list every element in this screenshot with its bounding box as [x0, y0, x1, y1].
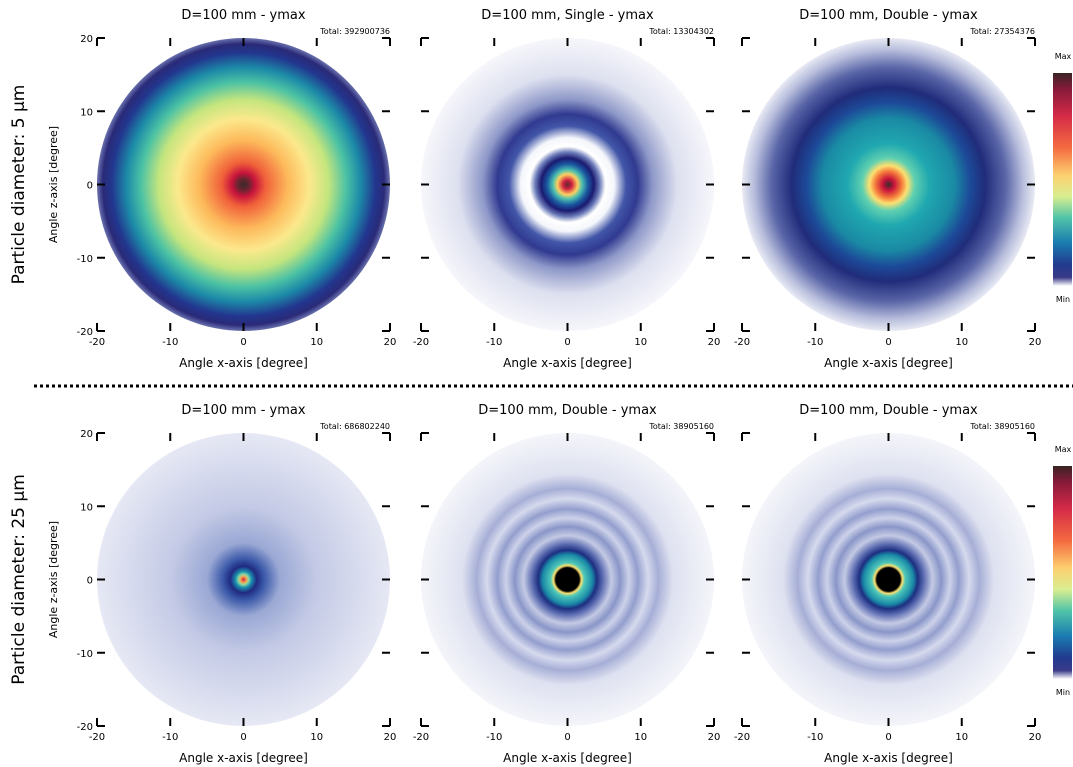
panel: D=100 mm, Single - ymax Total: 13304302 An… [413, 8, 721, 370]
x-tick-label: 20 [384, 337, 397, 348]
y-tick-label: -10 [77, 254, 93, 265]
x-tick-label: 20 [1029, 732, 1042, 743]
y-tick-label: -20 [77, 722, 93, 733]
heatmap-image [742, 38, 1035, 331]
x-tick-label: -10 [807, 337, 823, 348]
x-tick-label: -20 [734, 337, 750, 348]
total-annotation: Total: 27354376 [969, 27, 1035, 36]
x-tick-label: 0 [240, 337, 246, 348]
colorbar [1053, 73, 1072, 286]
x-axis-label: Angle x-axis [degree] [824, 356, 953, 370]
panel: D=100 mm - ymax Total: 392900736 Angle x-a… [47, 8, 396, 370]
x-tick-label: -20 [734, 732, 750, 743]
x-axis-label: Angle x-axis [degree] [503, 356, 632, 370]
x-tick-label: -20 [413, 337, 429, 348]
y-tick-label: 0 [87, 576, 93, 587]
heatmap-image [421, 38, 714, 331]
x-tick-label: -20 [89, 337, 105, 348]
panel-title: D=100 mm, Double - ymax [478, 403, 657, 418]
x-tick-label: 10 [634, 337, 647, 348]
heatmap-image [97, 38, 390, 331]
panel-title: D=100 mm, Single - ymax [481, 8, 654, 23]
x-tick-label: -10 [162, 337, 178, 348]
panel: D=100 mm - ymax Total: 686802240 Angle x-a… [47, 403, 396, 765]
y-tick-label: 10 [80, 502, 93, 513]
colorbar [1053, 466, 1072, 679]
colorbar-min-label: Min [1056, 688, 1070, 697]
panel: D=100 mm, Double - ymax Total: 38905160 An… [413, 403, 721, 765]
panel-title: D=100 mm, Double - ymax [799, 403, 978, 418]
x-axis-label: Angle x-axis [degree] [503, 751, 632, 765]
x-tick-label: 0 [885, 337, 891, 348]
x-tick-label: 10 [634, 732, 647, 743]
total-annotation: Total: 686802240 [319, 422, 390, 431]
y-tick-label: 20 [80, 34, 93, 45]
x-tick-label: 20 [708, 732, 721, 743]
colorbar-min-label: Min [1056, 295, 1070, 304]
x-tick-label: -10 [807, 732, 823, 743]
panel-title: D=100 mm, Double - ymax [799, 8, 978, 23]
total-annotation: Total: 38905160 [648, 422, 714, 431]
total-annotation: Total: 13304302 [648, 27, 714, 36]
panel: D=100 mm, Double - ymax Total: 27354376 An… [734, 8, 1042, 370]
x-tick-label: 20 [1029, 337, 1042, 348]
x-tick-label: 0 [564, 732, 570, 743]
row-label: Particle diameter: 25 µm [9, 474, 29, 685]
panel-title: D=100 mm - ymax [181, 403, 305, 418]
colorbar-max-label: Max [1055, 52, 1072, 61]
y-tick-label: 0 [87, 181, 93, 192]
y-tick-label: 10 [80, 107, 93, 118]
y-tick-label: -10 [77, 649, 93, 660]
heatmap-image [421, 433, 714, 726]
heatmap-image [97, 433, 390, 726]
y-tick-label: -20 [77, 327, 93, 338]
x-tick-label: 10 [310, 337, 323, 348]
x-tick-label: -10 [486, 337, 502, 348]
x-tick-label: 20 [384, 732, 397, 743]
x-tick-label: 0 [885, 732, 891, 743]
x-tick-label: 10 [310, 732, 323, 743]
x-tick-label: 10 [955, 337, 968, 348]
y-axis-label: Angle z-axis [degree] [47, 521, 60, 638]
x-tick-label: 0 [564, 337, 570, 348]
x-tick-label: 0 [240, 732, 246, 743]
panel: D=100 mm, Double - ymax Total: 38905160 An… [734, 403, 1042, 765]
x-axis-label: Angle x-axis [degree] [179, 356, 308, 370]
x-tick-label: -10 [162, 732, 178, 743]
y-axis-label: Angle z-axis [degree] [47, 126, 60, 243]
x-tick-label: -10 [486, 732, 502, 743]
x-axis-label: Angle x-axis [degree] [824, 751, 953, 765]
total-annotation: Total: 392900736 [319, 27, 390, 36]
x-tick-label: -20 [89, 732, 105, 743]
x-axis-label: Angle x-axis [degree] [179, 751, 308, 765]
heatmap-image [742, 433, 1035, 726]
colorbar-max-label: Max [1055, 445, 1072, 454]
total-annotation: Total: 38905160 [969, 422, 1035, 431]
x-tick-label: 20 [708, 337, 721, 348]
x-tick-label: 10 [955, 732, 968, 743]
x-tick-label: -20 [413, 732, 429, 743]
row-label: Particle diameter: 5 µm [9, 85, 29, 285]
panel-title: D=100 mm - ymax [181, 8, 305, 23]
y-tick-label: 20 [80, 429, 93, 440]
